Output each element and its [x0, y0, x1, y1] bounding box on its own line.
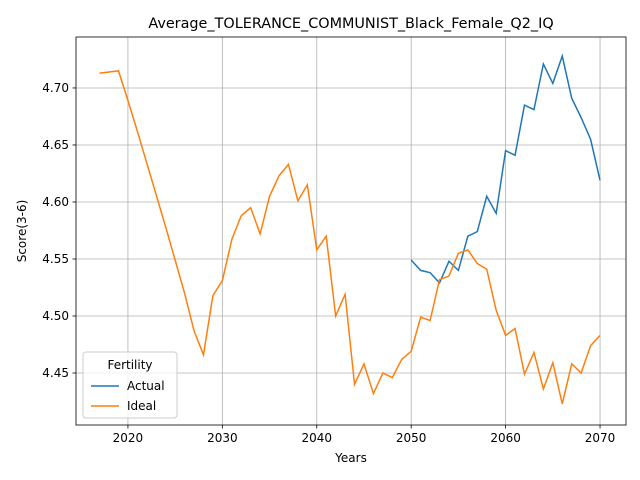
plot-frame — [75, 36, 627, 426]
chart-title: Average_TOLERANCE_COMMUNIST_Black_Female… — [148, 16, 553, 32]
legend-label: Ideal — [127, 399, 156, 413]
y-tick-label: 4.65 — [42, 138, 69, 152]
x-tick-label: 2070 — [585, 431, 616, 445]
x-tick-label: 2050 — [396, 431, 427, 445]
y-tick-label: 4.55 — [42, 252, 69, 266]
y-tick-label: 4.45 — [42, 366, 69, 380]
y-tick-label: 4.60 — [42, 195, 69, 209]
x-tick-label: 2020 — [113, 431, 144, 445]
x-axis-label: Years — [334, 451, 367, 465]
y-tick-label: 4.70 — [42, 81, 69, 95]
legend-box — [82, 351, 178, 419]
x-tick-label: 2060 — [490, 431, 521, 445]
legend-label: Actual — [127, 379, 165, 393]
x-tick-label: 2040 — [301, 431, 332, 445]
series-line — [99, 70, 601, 404]
series-line — [410, 53, 601, 285]
y-tick-label: 4.50 — [42, 309, 69, 323]
x-tick-label: 2030 — [207, 431, 238, 445]
y-axis-label: Score(3-6) — [15, 200, 29, 263]
legend: Fertility Actual Ideal — [82, 351, 178, 419]
legend-title: Fertility — [107, 358, 152, 372]
